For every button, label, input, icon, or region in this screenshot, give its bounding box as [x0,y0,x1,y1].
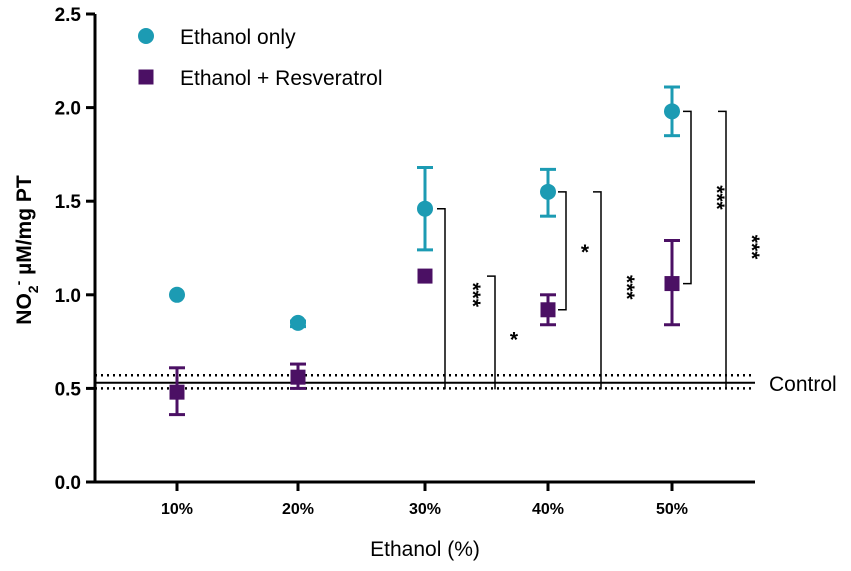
control-label: Control [769,373,837,396]
control-band: Control [95,373,837,396]
point-ethanol-resveratrol [290,369,306,385]
significance-brackets: ************** [437,110,763,390]
y-axis-title-rest: µM/mg PT [13,175,36,281]
point-ethanol-resveratrol [417,268,433,284]
point-ethanol-only [290,314,306,331]
point-ethanol-resveratrol [540,302,556,318]
point-ethanol-only [540,183,556,200]
y-tick-label: 1.0 [55,286,81,307]
significance-label: * [510,328,519,351]
significance-label: * [581,241,590,264]
significance-bracket [718,110,727,390]
significance-label: *** [615,275,638,300]
legend: Ethanol only Ethanol + Resveratrol [138,26,383,90]
y-tick-label: 2.5 [55,5,82,26]
significance-label: *** [740,235,763,260]
significance-label: *** [461,282,484,307]
legend-label-ethanol-resveratrol: Ethanol + Resveratrol [180,67,383,90]
significance-bracket [487,275,496,390]
y-axis-title-main: NO [13,293,36,325]
y-tick-label: 1.5 [55,192,82,213]
x-tick-label: 20% [282,501,314,518]
significance-label: *** [705,185,728,210]
significance-bracket [437,207,446,390]
point-ethanol-only [664,103,680,120]
x-tick-label: 50% [656,501,688,518]
y-axis-title-sub: 2 [25,285,41,293]
legend-marker-ethanol-resveratrol [138,69,154,85]
x-ticks: 10% 20% 30% 40% 50% [161,482,688,518]
y-axis-title-sup: - [10,280,26,285]
series-group [169,85,680,417]
significance-bracket [683,110,692,285]
point-ethanol-only [417,200,433,217]
legend-marker-ethanol-only [138,28,154,44]
point-ethanol-resveratrol [169,384,185,400]
legend-label-ethanol-only: Ethanol only [180,26,296,49]
x-tick-label: 30% [409,501,441,518]
y-tick-label: 0.0 [55,473,81,494]
x-tick-label: 10% [161,501,193,518]
significance-bracket [593,191,602,390]
y-ticks: 0.0 0.5 1.0 1.5 2.0 2.5 [55,5,95,494]
x-axis-title: Ethanol (%) [370,538,480,561]
point-ethanol-only [169,286,185,303]
y-tick-label: 0.5 [55,379,82,400]
point-ethanol-resveratrol [664,276,680,292]
x-tick-label: 40% [532,501,564,518]
significance-bracket [558,191,567,311]
y-axis-title: NO2- µM/mg PT [10,175,41,325]
y-tick-label: 2.0 [55,99,81,120]
